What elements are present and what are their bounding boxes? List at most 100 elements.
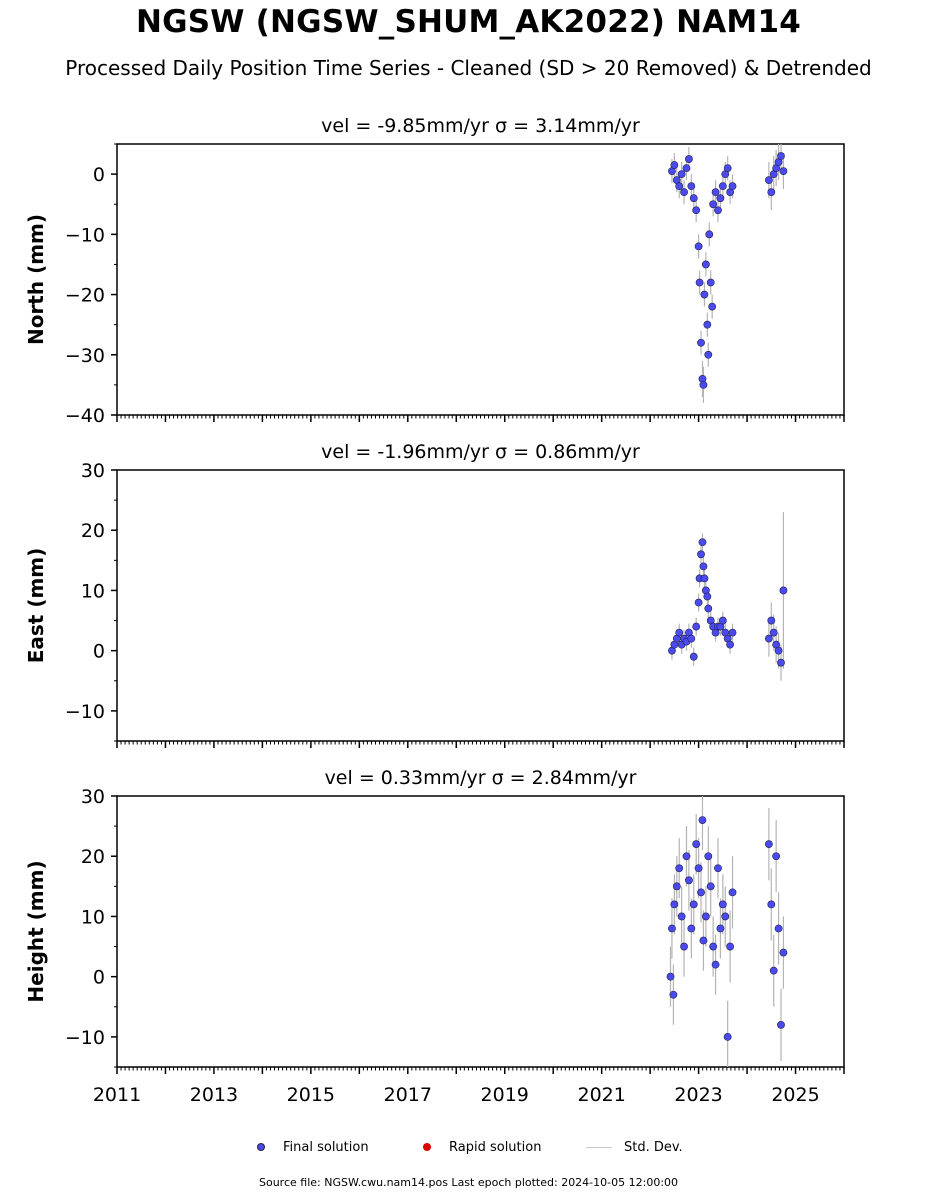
data-point bbox=[689, 194, 698, 203]
rapid-solution-marker-icon bbox=[423, 1143, 431, 1151]
data-point bbox=[714, 206, 722, 215]
data-point bbox=[718, 900, 727, 909]
x-tick-label: 2011 bbox=[93, 1084, 141, 1106]
data-point bbox=[704, 350, 713, 359]
data-point bbox=[769, 966, 778, 975]
data-point bbox=[700, 574, 709, 583]
data-point bbox=[697, 338, 705, 347]
y-tick-label: −10 bbox=[65, 1027, 105, 1049]
panel-height: vel = 0.33mm/yr σ = 2.84mm/yr Height (mm)… bbox=[24, 767, 845, 1106]
legend: Final solution Rapid solution Std. Dev. bbox=[0, 1136, 937, 1158]
data-point bbox=[723, 164, 732, 172]
data-point bbox=[689, 652, 698, 661]
data-point bbox=[694, 864, 703, 873]
data-point bbox=[728, 182, 737, 191]
data-point bbox=[701, 912, 710, 921]
y-tick-label: 0 bbox=[93, 164, 105, 186]
data-point bbox=[672, 882, 681, 891]
y-tick-label: −30 bbox=[65, 345, 105, 367]
y-tick-label: 10 bbox=[81, 906, 105, 928]
data-point bbox=[698, 538, 707, 547]
legend-final: Final solution bbox=[257, 1136, 369, 1158]
y-tick-label: −20 bbox=[65, 285, 105, 307]
y-tick-label: 0 bbox=[93, 967, 105, 989]
data-layer bbox=[668, 144, 788, 403]
data-point bbox=[697, 550, 705, 559]
data-point bbox=[700, 290, 709, 299]
data-point bbox=[705, 230, 714, 239]
page-title: NGSW (NGSW_SHUM_AK2022) NAM14 bbox=[135, 4, 802, 40]
data-point bbox=[682, 164, 691, 172]
data-point bbox=[670, 161, 679, 169]
data-point bbox=[716, 924, 725, 933]
data-point bbox=[779, 167, 788, 175]
data-layer bbox=[668, 512, 788, 681]
data-point bbox=[709, 942, 718, 951]
data-point bbox=[699, 562, 708, 571]
data-point bbox=[692, 840, 701, 849]
data-point bbox=[774, 924, 783, 933]
data-point bbox=[699, 380, 708, 389]
y-tick-label: 30 bbox=[81, 460, 105, 482]
data-point bbox=[694, 242, 703, 251]
y-tick-label: −10 bbox=[65, 701, 105, 723]
data-point bbox=[706, 882, 715, 891]
data-point bbox=[685, 155, 693, 163]
data-point bbox=[779, 948, 788, 957]
panel-title: vel = -9.85mm/yr σ = 3.14mm/yr bbox=[321, 115, 640, 137]
data-point bbox=[718, 616, 727, 625]
final-solution-marker-icon bbox=[257, 1143, 265, 1151]
data-point bbox=[723, 1032, 732, 1041]
data-layer bbox=[666, 796, 788, 1067]
legend-stddev: Std. Dev. bbox=[586, 1136, 683, 1158]
legend-rapid-label: Rapid solution bbox=[449, 1139, 542, 1155]
axes-frame bbox=[116, 469, 845, 742]
x-tick-label: 2025 bbox=[771, 1084, 819, 1106]
panel-east: vel = -1.96mm/yr σ = 0.86mm/yr East (mm) 3… bbox=[24, 441, 845, 748]
data-point bbox=[774, 646, 783, 655]
panel-title: vel = 0.33mm/yr σ = 2.84mm/yr bbox=[325, 767, 637, 789]
data-point bbox=[706, 278, 715, 287]
data-point bbox=[682, 852, 691, 861]
data-point bbox=[675, 182, 684, 191]
x-tick-label: 2019 bbox=[481, 1084, 529, 1106]
data-point bbox=[687, 924, 696, 933]
data-point bbox=[764, 840, 773, 849]
data-point bbox=[669, 990, 678, 999]
data-point bbox=[670, 900, 679, 909]
y-tick-label: −40 bbox=[65, 405, 105, 427]
data-point bbox=[680, 188, 688, 197]
y-axis-label: North (mm) bbox=[24, 214, 48, 345]
data-point bbox=[767, 900, 776, 909]
data-point bbox=[777, 658, 785, 667]
data-point bbox=[666, 972, 675, 981]
data-point bbox=[714, 864, 722, 873]
x-tick-label: 2023 bbox=[674, 1084, 722, 1106]
y-tick-label: −10 bbox=[65, 224, 105, 246]
axes-frame bbox=[116, 795, 845, 1068]
data-point bbox=[680, 942, 688, 951]
data-point bbox=[726, 942, 735, 951]
data-point bbox=[708, 302, 717, 311]
panel-title: vel = -1.96mm/yr σ = 0.86mm/yr bbox=[321, 441, 640, 463]
data-point bbox=[779, 586, 788, 595]
page-subtitle: Processed Daily Position Time Series - C… bbox=[65, 56, 872, 80]
data-point bbox=[677, 170, 686, 179]
data-point bbox=[692, 206, 701, 215]
data-point bbox=[694, 598, 703, 607]
data-point bbox=[692, 622, 701, 631]
x-tick-label: 2021 bbox=[577, 1084, 625, 1106]
legend-final-label: Final solution bbox=[283, 1139, 369, 1155]
data-point bbox=[764, 176, 773, 185]
source-footer: Source file: NGSW.cwu.nam14.pos Last epo… bbox=[258, 1176, 679, 1189]
data-point bbox=[777, 152, 785, 160]
data-point bbox=[668, 924, 676, 933]
data-point bbox=[703, 320, 712, 329]
data-point bbox=[697, 888, 705, 897]
std-dev-line-icon bbox=[586, 1146, 612, 1148]
data-point bbox=[769, 628, 778, 637]
data-point bbox=[711, 960, 720, 969]
y-tick-label: 20 bbox=[81, 846, 105, 868]
panel-north: vel = -9.85mm/yr σ = 3.14mm/yr North (mm)… bbox=[24, 115, 845, 427]
